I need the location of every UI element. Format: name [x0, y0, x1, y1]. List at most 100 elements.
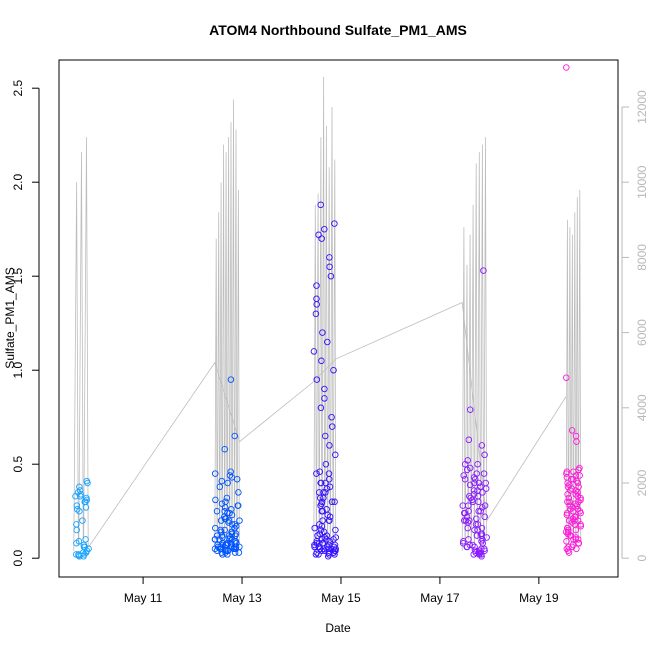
data-point	[470, 487, 478, 494]
data-point	[83, 494, 90, 502]
data-point	[222, 541, 230, 549]
data-point	[481, 451, 488, 459]
data-point	[211, 545, 219, 553]
chart-title: ATOM4 Northbound Sulfate_PM1_AMS	[209, 22, 467, 38]
data-point	[573, 477, 581, 485]
data-point	[478, 524, 486, 532]
data-point	[317, 545, 324, 553]
data-point	[332, 451, 339, 459]
data-point	[476, 549, 484, 556]
plot-frame	[58, 59, 619, 578]
y-tick-label: 2.5	[11, 80, 25, 97]
data-point	[459, 539, 467, 547]
data-point	[218, 500, 226, 507]
data-point	[81, 543, 89, 551]
data-point	[566, 517, 573, 524]
data-point	[224, 547, 232, 554]
data-point	[565, 549, 573, 556]
data-point	[320, 489, 327, 496]
data-point	[572, 513, 580, 521]
data-point	[322, 460, 330, 468]
data-point	[315, 231, 322, 239]
data-point	[471, 543, 478, 551]
data-point	[474, 487, 481, 494]
data-point	[328, 413, 335, 421]
x-tick-label: May 13	[222, 591, 262, 605]
data-point	[572, 536, 579, 543]
altitude-trace-flight-1	[73, 137, 89, 551]
data-point	[228, 474, 236, 481]
data-point	[564, 498, 571, 506]
data-point	[79, 517, 86, 524]
data-point	[572, 500, 579, 507]
data-point	[323, 536, 330, 543]
data-point	[316, 530, 324, 538]
data-point	[466, 464, 474, 472]
data-point	[564, 524, 571, 532]
data-point	[563, 64, 570, 71]
data-point	[574, 492, 581, 500]
data-point	[481, 502, 489, 509]
data-point	[466, 406, 474, 413]
data-point	[82, 504, 90, 511]
data-point	[317, 479, 324, 487]
data-point	[478, 442, 486, 449]
data-point	[226, 509, 233, 517]
data-point	[312, 310, 320, 318]
data-point	[568, 543, 576, 551]
data-point	[465, 507, 472, 515]
data-point	[76, 483, 83, 491]
data-point	[466, 481, 474, 489]
data-point	[573, 545, 580, 553]
data-point	[332, 534, 340, 541]
data-point	[232, 543, 240, 551]
data-point	[576, 507, 584, 515]
data-point	[236, 517, 243, 524]
data-point	[326, 442, 333, 449]
data-point	[569, 475, 577, 483]
y-tick-label: 1.5	[11, 268, 25, 285]
data-point	[331, 498, 338, 506]
data-point	[478, 545, 485, 553]
data-point	[236, 543, 243, 551]
data-point	[321, 225, 328, 233]
secondary-y-tick-label: 10000	[635, 165, 649, 199]
data-point	[331, 541, 339, 549]
data-point	[73, 521, 80, 528]
data-point	[221, 526, 228, 534]
data-point	[217, 528, 225, 536]
data-point	[319, 329, 326, 336]
data-point	[480, 470, 488, 477]
data-point	[462, 517, 470, 524]
data-point	[311, 524, 318, 532]
data-point	[327, 272, 335, 280]
data-point	[566, 498, 573, 506]
data-point	[572, 432, 580, 440]
y-axis-label: Sulfate_PM1_AMS	[3, 267, 17, 368]
data-point	[468, 496, 476, 504]
data-point	[328, 423, 336, 430]
data-point	[227, 376, 235, 383]
data-point	[219, 539, 226, 547]
data-point	[76, 553, 83, 560]
data-point	[83, 477, 91, 485]
data-point	[315, 551, 322, 558]
data-point	[568, 475, 575, 483]
data-point	[465, 436, 473, 444]
data-point	[577, 522, 585, 530]
data-point	[575, 539, 583, 547]
data-point	[322, 432, 329, 440]
axes-group: May 11 May 13 May 15 May 17 May 19 0.0 0.5 1.0 1…	[11, 59, 649, 605]
data-point	[564, 479, 571, 487]
data-point	[471, 526, 478, 534]
data-point	[319, 517, 326, 524]
secondary-y-tick-label: 12000	[635, 90, 649, 124]
altitude-trace-flight-3	[313, 76, 337, 551]
data-point	[311, 543, 318, 551]
data-point	[574, 536, 582, 543]
data-point	[318, 536, 326, 543]
data-point	[563, 374, 570, 381]
data-point	[313, 549, 321, 556]
data-point	[323, 485, 331, 492]
